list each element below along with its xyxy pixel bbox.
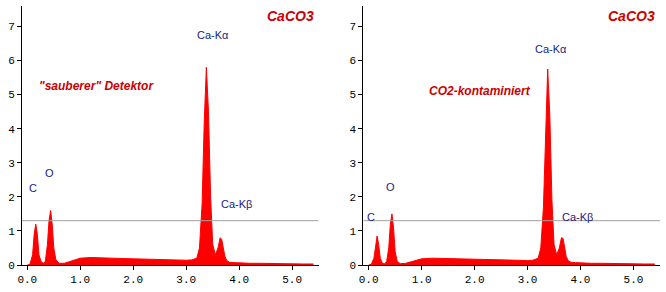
svg-text:1: 1 bbox=[350, 226, 357, 238]
svg-text:5: 5 bbox=[350, 89, 357, 101]
svg-text:3.0: 3.0 bbox=[518, 274, 538, 286]
svg-text:2: 2 bbox=[350, 192, 357, 204]
svg-text:7: 7 bbox=[350, 21, 357, 33]
svg-text:"sauberer" Detektor: "sauberer" Detektor bbox=[39, 79, 154, 93]
svg-text:1.0: 1.0 bbox=[70, 274, 90, 286]
svg-text:2: 2 bbox=[8, 192, 15, 204]
svg-text:CaCO3: CaCO3 bbox=[608, 8, 655, 24]
svg-text:5: 5 bbox=[8, 89, 15, 101]
svg-text:5.0: 5.0 bbox=[624, 274, 644, 286]
svg-text:CO2-kontaminiert: CO2-kontaminiert bbox=[429, 84, 531, 98]
svg-text:4: 4 bbox=[8, 124, 15, 136]
svg-text:0.0: 0.0 bbox=[359, 274, 379, 286]
svg-text:Ca-Kα: Ca-Kα bbox=[535, 43, 567, 55]
svg-text:1: 1 bbox=[8, 226, 15, 238]
svg-text:O: O bbox=[386, 181, 395, 193]
svg-text:0: 0 bbox=[350, 260, 357, 272]
svg-text:4.0: 4.0 bbox=[571, 274, 591, 286]
svg-text:6: 6 bbox=[8, 55, 15, 67]
svg-text:Ca-Kβ: Ca-Kβ bbox=[221, 198, 252, 210]
svg-text:4: 4 bbox=[350, 124, 357, 136]
svg-text:Ca-Kα: Ca-Kα bbox=[197, 29, 229, 41]
svg-text:4.0: 4.0 bbox=[229, 274, 249, 286]
svg-text:7: 7 bbox=[8, 21, 15, 33]
svg-text:5.0: 5.0 bbox=[282, 274, 302, 286]
svg-text:CaCO3: CaCO3 bbox=[267, 8, 314, 24]
svg-text:3: 3 bbox=[8, 158, 15, 170]
svg-text:0.0: 0.0 bbox=[17, 274, 37, 286]
svg-text:C: C bbox=[29, 182, 37, 194]
svg-text:2.0: 2.0 bbox=[123, 274, 143, 286]
svg-text:3.0: 3.0 bbox=[176, 274, 196, 286]
svg-text:0: 0 bbox=[8, 260, 15, 272]
svg-text:O: O bbox=[45, 167, 54, 179]
svg-text:6: 6 bbox=[350, 55, 357, 67]
svg-text:3: 3 bbox=[350, 158, 357, 170]
svg-text:1.0: 1.0 bbox=[412, 274, 432, 286]
svg-text:C: C bbox=[367, 211, 375, 223]
svg-text:2.0: 2.0 bbox=[465, 274, 485, 286]
svg-text:Ca-Kβ: Ca-Kβ bbox=[562, 211, 593, 223]
